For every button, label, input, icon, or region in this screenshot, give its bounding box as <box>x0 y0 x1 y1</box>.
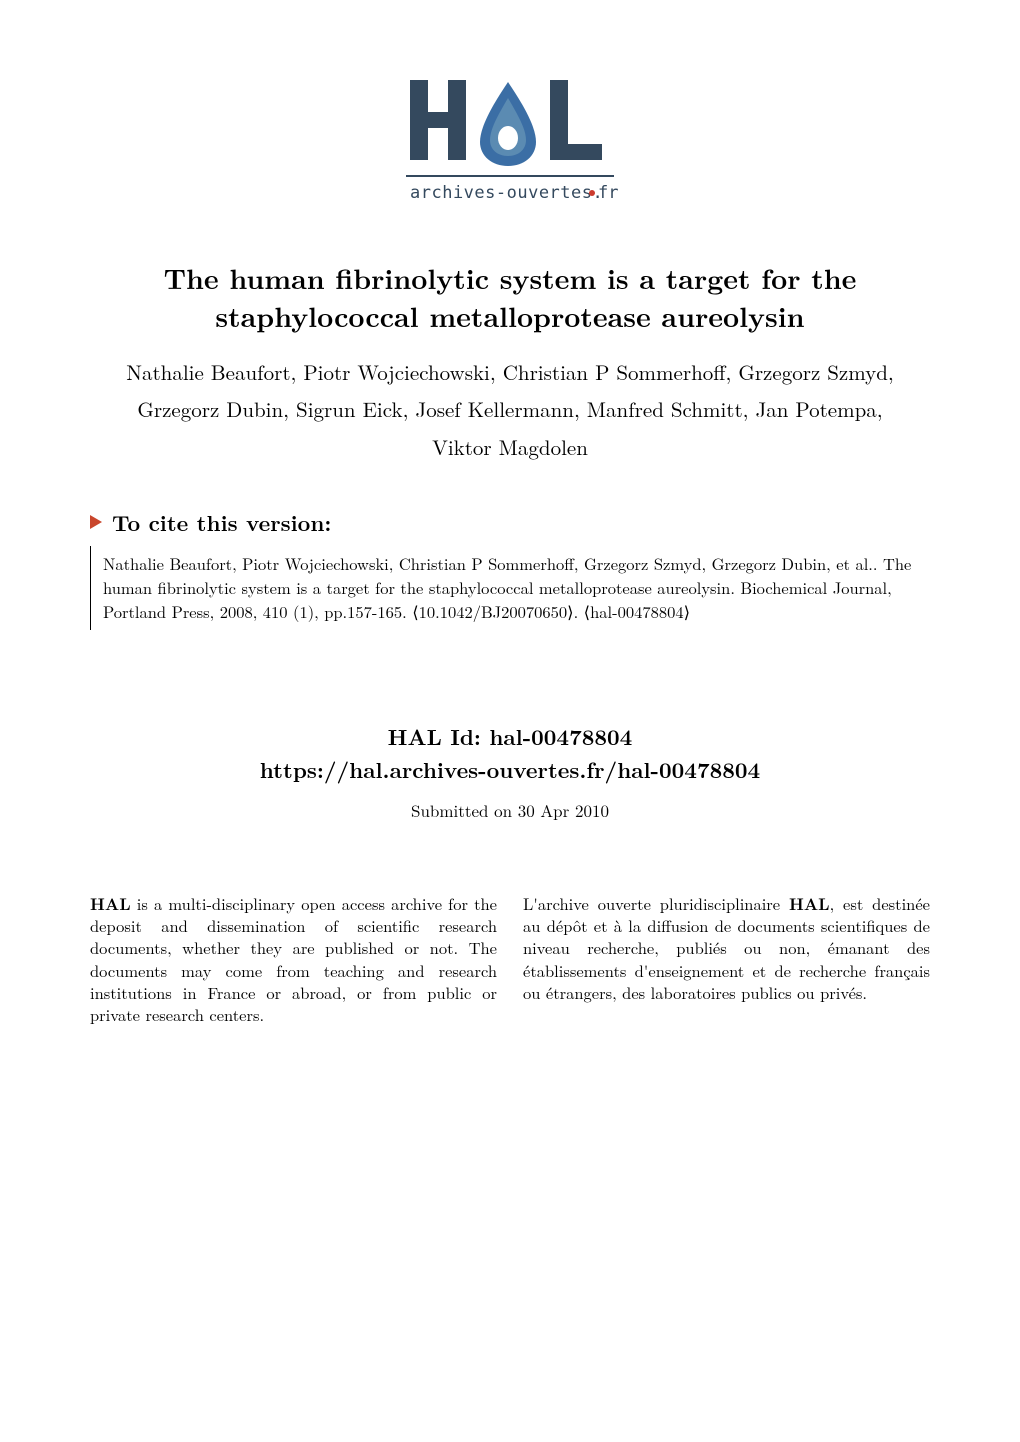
cite-heading-label: To cite this version: <box>112 507 331 538</box>
svg-text:archives-ouvertes.: archives-ouvertes. <box>410 183 603 203</box>
citation-text: Nathalie Beaufort, Piotr Wojciechowski, … <box>90 546 930 630</box>
cite-arrow-icon <box>90 515 102 529</box>
description-left-text: is a multi-disciplinary open access arch… <box>90 891 497 1026</box>
description-columns: HAL is a multi-disciplinary open access … <box>90 892 930 1026</box>
hal-id-block: HAL Id: hal-00478804 https://hal.archive… <box>90 720 930 786</box>
svg-text:fr: fr <box>598 183 618 203</box>
hal-bold-right: HAL <box>789 891 830 915</box>
paper-authors: Nathalie Beaufort, Piotr Wojciechowski, … <box>110 354 910 467</box>
hal-id-label: HAL Id: hal-00478804 <box>90 720 930 753</box>
description-right: L'archive ouverte pluridisciplinaire HAL… <box>523 892 930 1026</box>
hal-bold-left: HAL <box>90 891 131 915</box>
paper-title: The human fibrinolytic system is a targe… <box>120 260 900 336</box>
submitted-date: Submitted on 30 Apr 2010 <box>90 798 930 822</box>
description-left: HAL is a multi-disciplinary open access … <box>90 892 497 1026</box>
hal-logo: archives-ouvertes. fr <box>400 70 620 210</box>
cite-heading-row: To cite this version: <box>90 507 930 538</box>
hal-id-url[interactable]: https://hal.archives-ouvertes.fr/hal-004… <box>90 753 930 786</box>
hal-logo-container: archives-ouvertes. fr <box>90 70 930 210</box>
description-right-prefix: L'archive ouverte pluridisciplinaire <box>523 891 789 915</box>
